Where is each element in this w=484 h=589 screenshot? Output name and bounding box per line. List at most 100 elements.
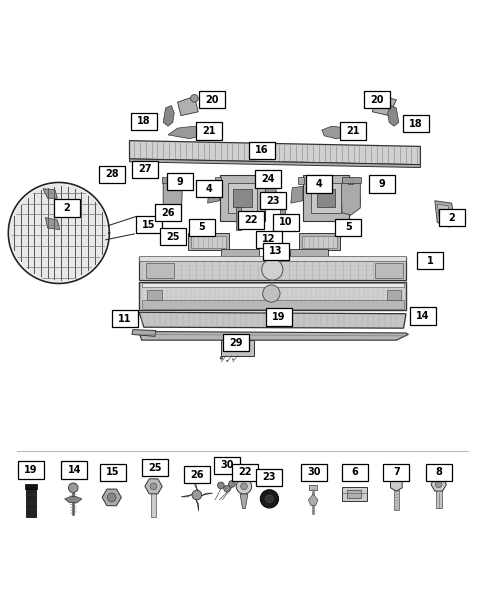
Text: 30: 30	[306, 468, 320, 478]
FancyBboxPatch shape	[142, 459, 167, 477]
Text: 5: 5	[198, 222, 205, 232]
Circle shape	[10, 184, 107, 282]
FancyBboxPatch shape	[265, 309, 291, 326]
Polygon shape	[181, 493, 200, 497]
Bar	[301, 236, 336, 247]
Text: 21: 21	[346, 126, 359, 136]
Bar	[26, 488, 36, 517]
Bar	[191, 236, 226, 247]
Text: 1: 1	[426, 256, 433, 266]
Bar	[302, 176, 348, 221]
FancyBboxPatch shape	[132, 161, 158, 178]
Bar	[298, 177, 303, 184]
Polygon shape	[341, 177, 361, 183]
FancyBboxPatch shape	[196, 180, 221, 197]
Bar	[151, 490, 156, 517]
Bar	[221, 340, 254, 356]
Circle shape	[261, 259, 282, 280]
Circle shape	[192, 490, 201, 500]
Text: 6: 6	[350, 468, 357, 478]
FancyBboxPatch shape	[260, 192, 286, 210]
Text: 24: 24	[261, 174, 274, 184]
Polygon shape	[177, 97, 198, 115]
Circle shape	[68, 483, 78, 492]
FancyBboxPatch shape	[409, 307, 435, 325]
FancyBboxPatch shape	[18, 461, 44, 479]
Text: 20: 20	[370, 95, 383, 105]
FancyBboxPatch shape	[339, 123, 365, 140]
FancyBboxPatch shape	[248, 141, 274, 159]
Bar	[147, 290, 161, 300]
Circle shape	[224, 346, 227, 350]
Text: 7: 7	[392, 468, 399, 478]
Polygon shape	[308, 494, 318, 505]
Circle shape	[260, 489, 278, 508]
Polygon shape	[348, 186, 360, 203]
Circle shape	[190, 94, 198, 102]
Bar	[214, 177, 220, 184]
Bar	[139, 257, 405, 280]
Circle shape	[240, 483, 247, 489]
Text: 9: 9	[378, 179, 384, 189]
FancyBboxPatch shape	[155, 204, 181, 221]
Polygon shape	[195, 492, 198, 511]
Text: 19: 19	[271, 312, 285, 322]
Text: 25: 25	[148, 462, 161, 472]
FancyBboxPatch shape	[136, 216, 161, 233]
Polygon shape	[139, 312, 405, 328]
FancyBboxPatch shape	[111, 310, 137, 327]
Bar	[393, 484, 398, 511]
Polygon shape	[207, 186, 219, 203]
Bar	[309, 485, 317, 490]
Text: 28: 28	[105, 169, 118, 179]
Polygon shape	[139, 332, 408, 340]
Polygon shape	[195, 479, 198, 498]
Text: 15: 15	[106, 468, 119, 478]
FancyBboxPatch shape	[199, 91, 225, 108]
Bar	[146, 263, 174, 277]
Bar	[139, 282, 405, 310]
Polygon shape	[387, 105, 398, 126]
Polygon shape	[129, 159, 420, 167]
FancyBboxPatch shape	[214, 456, 240, 474]
Polygon shape	[163, 105, 174, 126]
Text: 22: 22	[244, 215, 257, 225]
Text: 10: 10	[278, 217, 292, 227]
Polygon shape	[340, 179, 360, 215]
FancyBboxPatch shape	[334, 219, 361, 236]
Circle shape	[228, 481, 235, 487]
Polygon shape	[64, 497, 82, 502]
Text: 21: 21	[202, 126, 215, 136]
Bar	[227, 184, 257, 213]
FancyBboxPatch shape	[438, 209, 464, 226]
Text: 27: 27	[138, 164, 152, 174]
Circle shape	[229, 346, 233, 350]
Bar	[264, 177, 270, 184]
Circle shape	[231, 359, 233, 360]
Circle shape	[217, 482, 224, 489]
FancyBboxPatch shape	[54, 199, 80, 217]
Text: 23: 23	[266, 196, 279, 206]
Polygon shape	[437, 204, 448, 220]
Circle shape	[262, 285, 279, 302]
Bar	[310, 184, 340, 213]
FancyBboxPatch shape	[300, 464, 326, 481]
Text: 26: 26	[161, 208, 174, 218]
FancyBboxPatch shape	[416, 252, 442, 270]
Text: 14: 14	[67, 465, 81, 475]
FancyBboxPatch shape	[256, 469, 282, 486]
FancyBboxPatch shape	[263, 243, 288, 260]
Circle shape	[236, 479, 251, 494]
Text: 14: 14	[415, 311, 429, 321]
Polygon shape	[240, 494, 247, 508]
Bar	[374, 263, 402, 277]
Polygon shape	[132, 330, 156, 336]
FancyBboxPatch shape	[306, 176, 332, 193]
Text: 30: 30	[220, 460, 233, 470]
Text: 20: 20	[205, 95, 218, 105]
Polygon shape	[129, 141, 420, 165]
Circle shape	[235, 346, 239, 350]
FancyBboxPatch shape	[184, 466, 210, 484]
Bar	[298, 233, 339, 250]
Polygon shape	[290, 186, 302, 203]
